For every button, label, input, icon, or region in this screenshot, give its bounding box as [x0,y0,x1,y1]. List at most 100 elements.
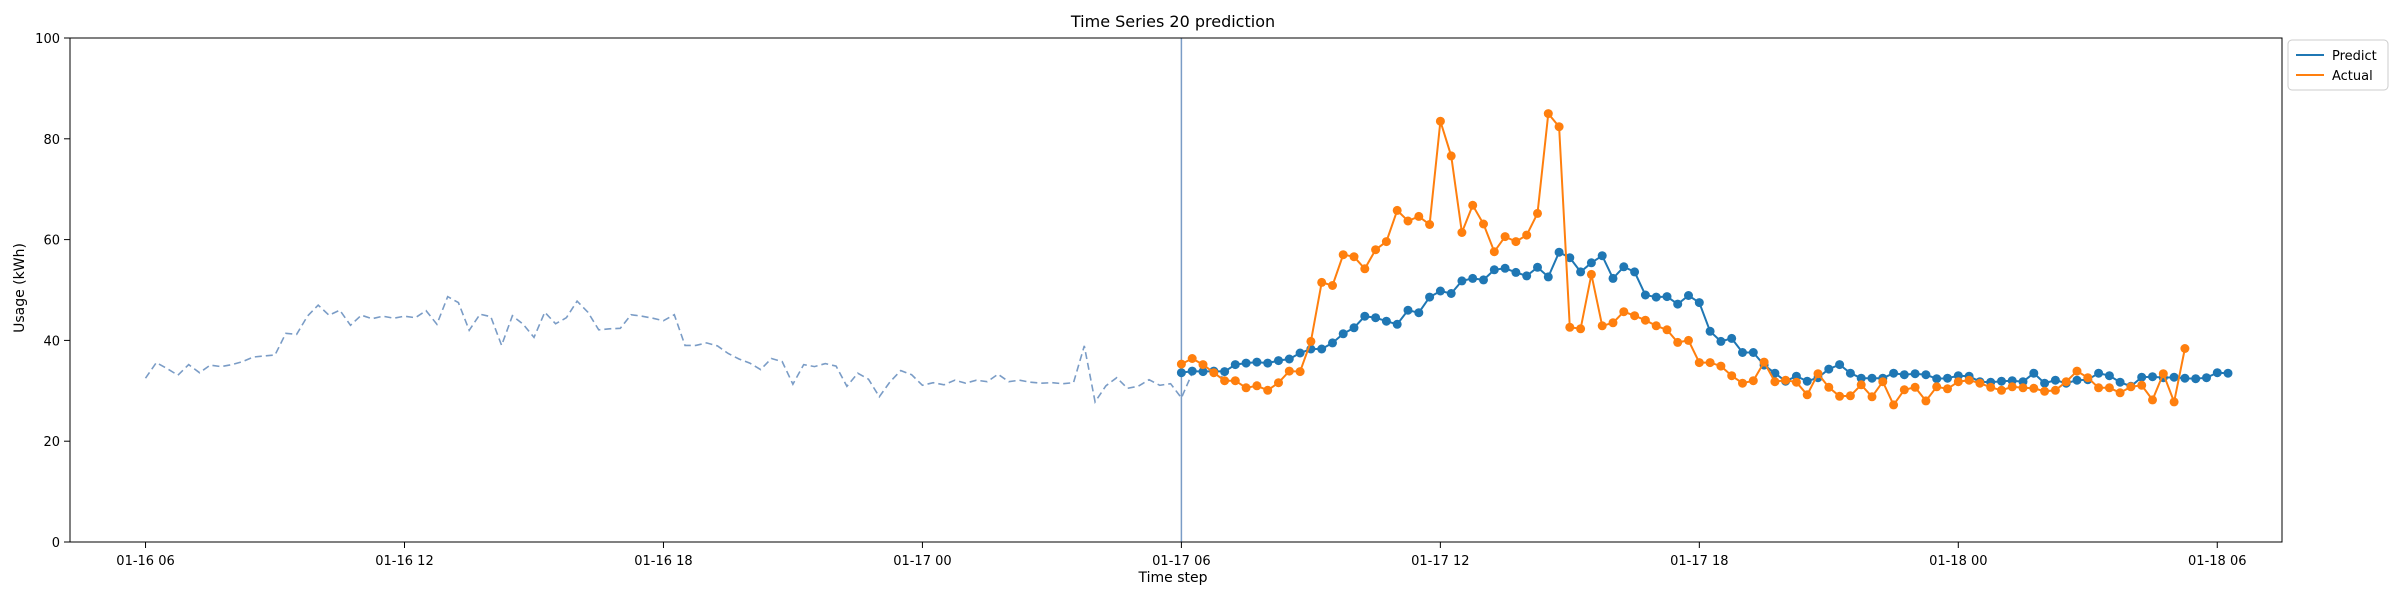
predict-data-point [2180,373,2190,383]
actual-data-point [1522,230,1532,240]
predict-data-point [1371,313,1381,323]
predict-data-point [1522,271,1532,281]
actual-data-point [2115,388,2125,398]
actual-data-point [1824,382,1834,392]
actual-data-point [1781,375,1791,385]
predict-data-point [2169,372,2179,382]
actual-data-point [1209,368,1219,378]
actual-data-point [1759,357,1769,367]
history-line [144,295,1225,404]
y-tick-label: 0 [52,536,60,551]
predict-data-point [1856,373,1866,383]
actual-data-point [2137,380,2147,390]
actual-data-point [1198,360,1208,370]
actual-data-point [1338,250,1348,260]
predict-data-point [2202,373,2211,383]
predict-data-point [1662,292,1672,302]
predict-data-point [2223,368,2233,378]
actual-data-point [1953,377,1963,387]
actual-data-point [2018,383,2028,393]
actual-data-point [1489,247,1499,257]
y-tick-label: 20 [43,435,60,450]
predict-data-point [1932,374,1942,384]
chart-title: Time Series 20 prediction [1070,12,1275,31]
actual-data-point [1910,382,1920,392]
predict-data-point [1921,370,1931,380]
actual-data-point [2083,373,2093,383]
actual-data-point [2180,344,2190,353]
x-tick-label: 01-17 06 [1152,554,1210,569]
x-tick-label: 01-16 18 [634,554,692,569]
predict-data-point [2094,368,2104,378]
actual-data-point [1457,228,1467,237]
predict-data-point [1910,369,1920,379]
predict-data-point [1694,298,1704,308]
actual-data-point [1694,358,1704,368]
y-tick-label: 100 [35,32,60,47]
actual-data-point [1187,354,1197,363]
predict-data-point [1576,267,1586,277]
predict-data-point [2029,368,2039,378]
legend: Predict Actual [2287,39,2389,91]
actual-data-point [1511,237,1521,247]
predict-data-point [1586,258,1596,268]
x-tick-label: 01-17 12 [1411,554,1469,569]
predict-data-point [1889,368,1899,378]
predict-data-point [1619,262,1629,272]
actual-data-point [1899,385,1909,395]
predict-data-point [1651,292,1661,302]
predict-data-point [1705,326,1715,336]
predict-data-point [2050,375,2060,385]
predict-data-point [1716,336,1726,346]
actual-data-point [1608,318,1618,328]
actual-data-point [1295,367,1305,377]
actual-data-point [1230,376,1240,386]
predict-data-point [1835,360,1845,370]
actual-data-point [1306,336,1316,346]
actual-data-point [1813,369,1823,379]
actual-data-point [1943,384,1952,394]
actual-data-point [1576,324,1586,334]
actual-data-point [1921,396,1931,406]
predict-data-point [1630,267,1640,277]
actual-data-point [1770,377,1780,387]
predict-data-point [1727,333,1737,343]
actual-data-point [1975,378,1985,388]
predict-data-point [1252,357,1262,367]
x-tick-label: 01-16 06 [116,554,174,569]
actual-data-point [1176,359,1186,369]
actual-data-point [1748,376,1758,386]
predict-data-point [1554,247,1564,257]
predict-data-point [1381,316,1391,326]
predict-data-point [1457,276,1467,286]
predict-data-point [2040,378,2050,388]
actual-data-point [1274,378,1283,388]
actual-data-point [2169,397,2179,407]
plot-area: 0 20 40 60 80 100 01-16 06 01-16 12 01-16 18 01-1… [35,32,2283,569]
actual-data-point [2072,366,2082,376]
predict-data-point [1338,329,1348,339]
predict-data-point [1295,348,1305,358]
actual-data-point [1500,232,1510,242]
predict-data-point [1317,344,1327,354]
predict-data-point [1565,253,1575,263]
actual-data-point [1263,385,1273,395]
predict-data-point [1511,267,1521,277]
actual-data-point [1630,311,1640,321]
actual-data-point [2007,382,2017,392]
actual-data-point [1986,382,1996,392]
predict-data-point [1738,348,1747,357]
actual-data-point [1802,390,1812,400]
actual-data-point [2029,383,2039,393]
predict-data-point [1943,373,1952,383]
actual-data-point [1414,211,1424,221]
actual-data-point [1252,381,1262,391]
predict-data-point [1220,367,1230,377]
actual-data-point [1651,321,1661,331]
predict-data-point [1403,305,1413,315]
actual-data-point [2094,383,2104,393]
x-tick-label: 01-16 12 [375,554,433,569]
predict-data-point [1284,354,1294,364]
predict-data-point [2137,372,2147,382]
actual-data-point [2158,369,2168,379]
